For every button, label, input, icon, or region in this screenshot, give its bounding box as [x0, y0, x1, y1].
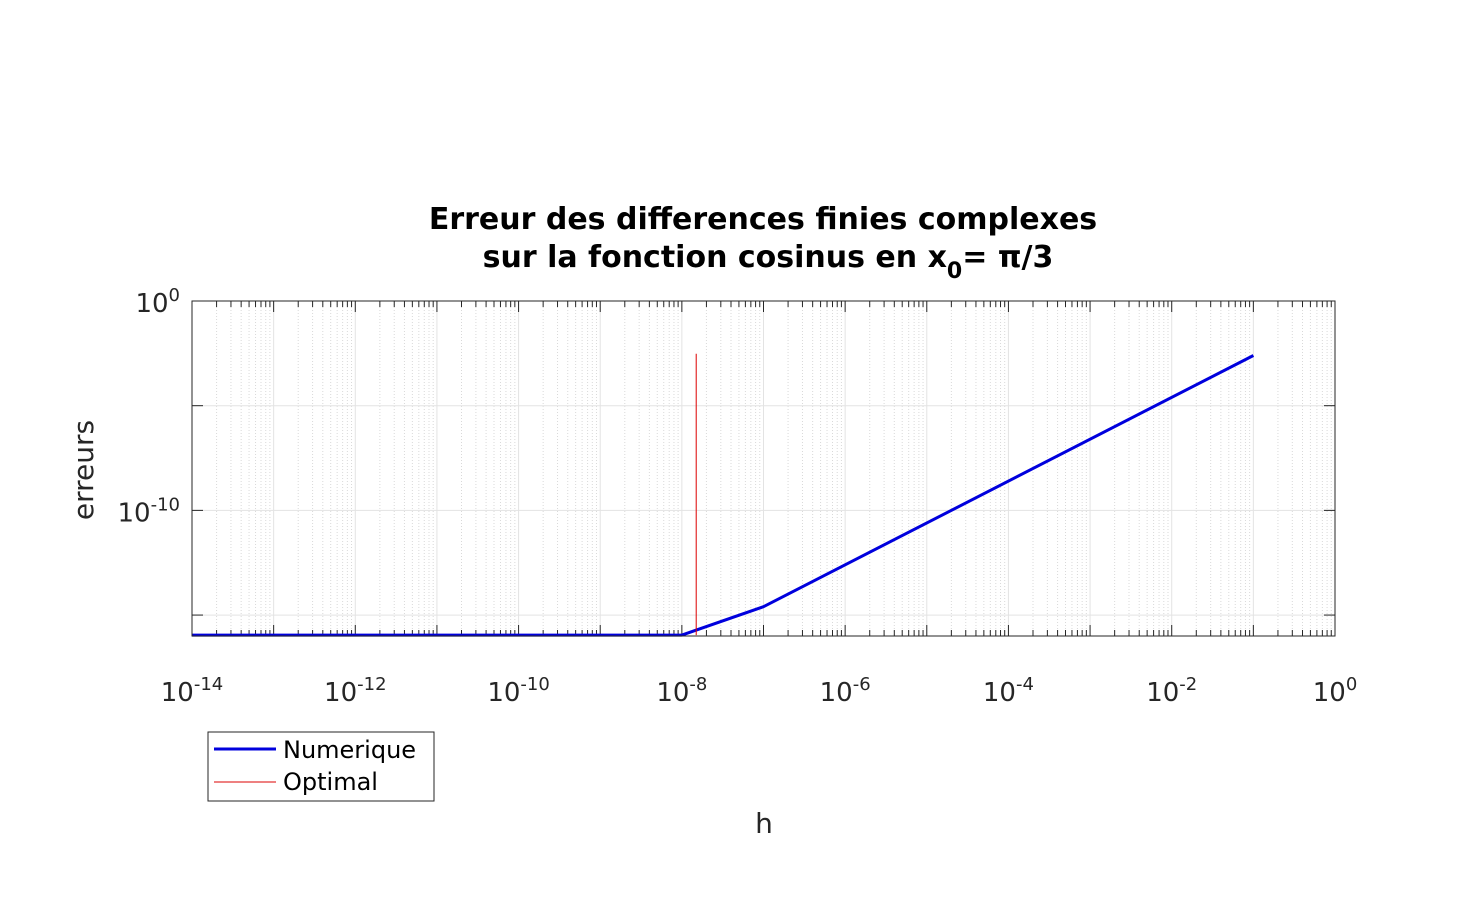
x-tick-label: 10-6: [820, 674, 871, 708]
series-line-numerique: [192, 354, 1255, 637]
legend-label-numerique: Numerique: [283, 736, 416, 764]
y-axis-label: erreurs: [67, 420, 100, 520]
y-tick-label: 100: [135, 285, 180, 319]
x-tick-label: 10-12: [324, 674, 387, 708]
x-tick-label: 100: [1313, 674, 1358, 708]
legend-label-optimal: Optimal: [283, 768, 378, 796]
chart-title-line2-suffix: = π/3: [962, 240, 1053, 275]
x-tick-label: 10-8: [656, 674, 707, 708]
tick-labels: 10-14 10-12 10-10 10-8 10-6 10-4 10-2 100 100 10-…: [118, 285, 1358, 708]
x-tick-label: 10-14: [161, 674, 224, 708]
series-layer: [192, 353, 1255, 637]
x-axis-label: h: [755, 807, 773, 840]
grid: [191, 300, 1336, 636]
y-tick-label: 10-10: [118, 494, 181, 528]
legend: Numerique Optimal: [207, 731, 435, 802]
axis-ticks: [191, 300, 1336, 636]
chart-title-line2: sur la fonction cosinus en x0= π/3: [483, 240, 1054, 284]
legend-box: [207, 731, 435, 802]
chart-title-line2-prefix: sur la fonction cosinus en x: [483, 240, 947, 275]
x-tick-label: 10-2: [1146, 674, 1197, 708]
x-tick-label: 10-10: [487, 674, 550, 708]
axes-box: [191, 300, 1336, 637]
chart-title-subscript: 0: [947, 259, 962, 284]
x-tick-label: 10-4: [983, 674, 1034, 708]
chart-title-line1: Erreur des differences finies complexes: [429, 202, 1097, 237]
